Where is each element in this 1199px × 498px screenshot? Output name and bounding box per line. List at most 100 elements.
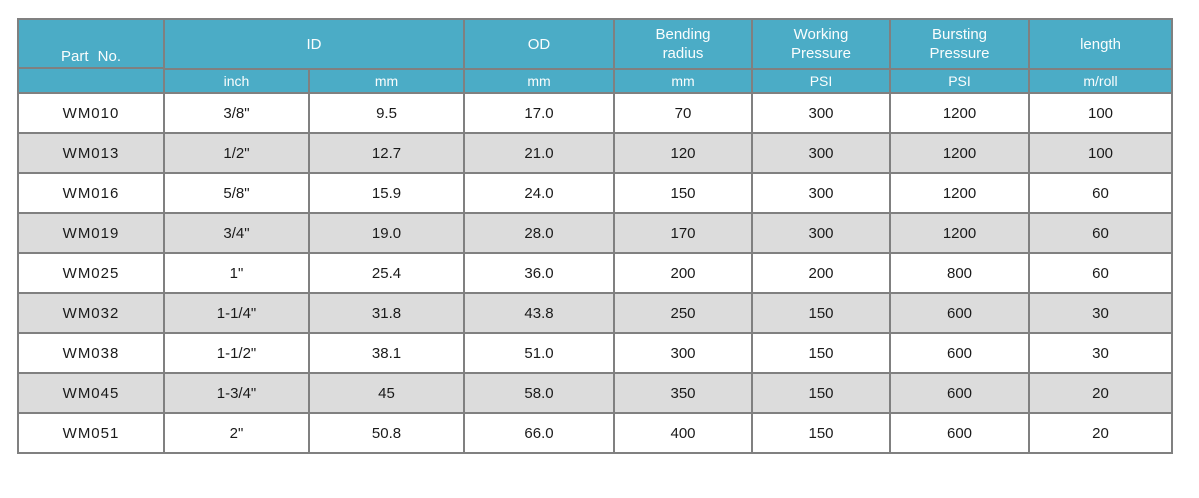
cell-bending_radius_mm: 200 [613, 252, 753, 294]
cell-working_pressure_psi: 300 [751, 212, 891, 254]
cell-working_pressure_psi: 200 [751, 252, 891, 294]
header-part-no: Part No. [17, 18, 165, 94]
subheader-id-mm: mm [308, 68, 465, 94]
cell-od_mm: 66.0 [463, 412, 615, 454]
cell-part_no: WM016 [17, 172, 165, 214]
header-id: ID [163, 18, 465, 70]
cell-id_mm: 19.0 [308, 212, 465, 254]
cell-working_pressure_psi: 150 [751, 292, 891, 334]
cell-working_pressure_psi: 150 [751, 372, 891, 414]
cell-length_m_roll: 20 [1028, 412, 1173, 454]
cell-length_m_roll: 30 [1028, 332, 1173, 374]
cell-id_inch: 1-1/4" [163, 292, 310, 334]
cell-od_mm: 58.0 [463, 372, 615, 414]
cell-id_mm: 50.8 [308, 412, 465, 454]
cell-part_no: WM045 [17, 372, 165, 414]
subheader-od-mm: mm [463, 68, 615, 94]
cell-id_mm: 38.1 [308, 332, 465, 374]
spec-table: Part No. ID OD Bending radius Working Pr… [17, 18, 1173, 454]
cell-od_mm: 51.0 [463, 332, 615, 374]
cell-id_inch: 3/8" [163, 92, 310, 134]
cell-od_mm: 21.0 [463, 132, 615, 174]
cell-bending_radius_mm: 250 [613, 292, 753, 334]
cell-bending_radius_mm: 150 [613, 172, 753, 214]
cell-length_m_roll: 60 [1028, 252, 1173, 294]
cell-id_inch: 1-3/4" [163, 372, 310, 414]
cell-part_no: WM019 [17, 212, 165, 254]
cell-od_mm: 17.0 [463, 92, 615, 134]
cell-od_mm: 28.0 [463, 212, 615, 254]
table-row: WM051 2" 50.8 66.0 400 150 600 20 [17, 412, 1173, 454]
cell-id_inch: 1/2" [163, 132, 310, 174]
cell-od_mm: 36.0 [463, 252, 615, 294]
cell-bending_radius_mm: 400 [613, 412, 753, 454]
cell-id_mm: 31.8 [308, 292, 465, 334]
table-row: WM032 1-1/4" 31.8 43.8 250 150 600 30 [17, 292, 1173, 334]
subheader-length-m-roll: m/roll [1028, 68, 1173, 94]
cell-working_pressure_psi: 300 [751, 92, 891, 134]
header-bending-radius: Bending radius [613, 18, 753, 70]
header-working-pressure: Working Pressure [751, 18, 891, 70]
cell-bending_radius_mm: 70 [613, 92, 753, 134]
subheader-bending-radius-mm: mm [613, 68, 753, 94]
cell-id_inch: 2" [163, 412, 310, 454]
header-length: length [1028, 18, 1173, 70]
subheader-working-pressure-psi: PSI [751, 68, 891, 94]
table-body: WM010 3/8" 9.5 17.0 70 300 1200 100 WM013 1/2" 12.… [17, 92, 1173, 454]
cell-length_m_roll: 60 [1028, 212, 1173, 254]
cell-length_m_roll: 30 [1028, 292, 1173, 334]
header-row-units: inch mm mm mm PSI PSI m/roll [18, 68, 1173, 94]
cell-bursting_pressure_psi: 600 [889, 292, 1030, 334]
cell-bending_radius_mm: 300 [613, 332, 753, 374]
header-bursting-pressure: Bursting Pressure [889, 18, 1030, 70]
table-row: WM025 1" 25.4 36.0 200 200 800 60 [17, 252, 1173, 294]
cell-id_mm: 15.9 [308, 172, 465, 214]
cell-length_m_roll: 20 [1028, 372, 1173, 414]
cell-part_no: WM025 [17, 252, 165, 294]
cell-bursting_pressure_psi: 800 [889, 252, 1030, 294]
table-row: WM045 1-3/4" 45 58.0 350 150 600 20 [17, 372, 1173, 414]
cell-bending_radius_mm: 350 [613, 372, 753, 414]
cell-bursting_pressure_psi: 1200 [889, 132, 1030, 174]
cell-id_inch: 5/8" [163, 172, 310, 214]
table-row: WM010 3/8" 9.5 17.0 70 300 1200 100 [17, 92, 1173, 134]
cell-working_pressure_psi: 300 [751, 172, 891, 214]
table-row: WM013 1/2" 12.7 21.0 120 300 1200 100 [17, 132, 1173, 174]
cell-working_pressure_psi: 300 [751, 132, 891, 174]
cell-bursting_pressure_psi: 1200 [889, 92, 1030, 134]
cell-part_no: WM032 [17, 292, 165, 334]
cell-id_mm: 45 [308, 372, 465, 414]
cell-bending_radius_mm: 170 [613, 212, 753, 254]
cell-id_mm: 25.4 [308, 252, 465, 294]
subheader-bursting-pressure-psi: PSI [889, 68, 1030, 94]
cell-working_pressure_psi: 150 [751, 412, 891, 454]
cell-id_inch: 1" [163, 252, 310, 294]
cell-bending_radius_mm: 120 [613, 132, 753, 174]
cell-id_inch: 1-1/2" [163, 332, 310, 374]
cell-bursting_pressure_psi: 1200 [889, 212, 1030, 254]
table-header: Part No. ID OD Bending radius Working Pr… [17, 18, 1173, 94]
cell-length_m_roll: 100 [1028, 132, 1173, 174]
cell-part_no: WM038 [17, 332, 165, 374]
cell-bursting_pressure_psi: 600 [889, 412, 1030, 454]
cell-id_mm: 12.7 [308, 132, 465, 174]
cell-bursting_pressure_psi: 600 [889, 332, 1030, 374]
cell-length_m_roll: 60 [1028, 172, 1173, 214]
cell-od_mm: 43.8 [463, 292, 615, 334]
table-row: WM038 1-1/2" 38.1 51.0 300 150 600 30 [17, 332, 1173, 374]
cell-id_inch: 3/4" [163, 212, 310, 254]
cell-part_no: WM013 [17, 132, 165, 174]
cell-bursting_pressure_psi: 1200 [889, 172, 1030, 214]
cell-working_pressure_psi: 150 [751, 332, 891, 374]
table-row: WM019 3/4" 19.0 28.0 170 300 1200 60 [17, 212, 1173, 254]
header-od: OD [463, 18, 615, 70]
cell-part_no: WM010 [17, 92, 165, 134]
table-row: WM016 5/8" 15.9 24.0 150 300 1200 60 [17, 172, 1173, 214]
subheader-id-inch: inch [163, 68, 310, 94]
cell-bursting_pressure_psi: 600 [889, 372, 1030, 414]
cell-part_no: WM051 [17, 412, 165, 454]
cell-od_mm: 24.0 [463, 172, 615, 214]
cell-id_mm: 9.5 [308, 92, 465, 134]
cell-length_m_roll: 100 [1028, 92, 1173, 134]
